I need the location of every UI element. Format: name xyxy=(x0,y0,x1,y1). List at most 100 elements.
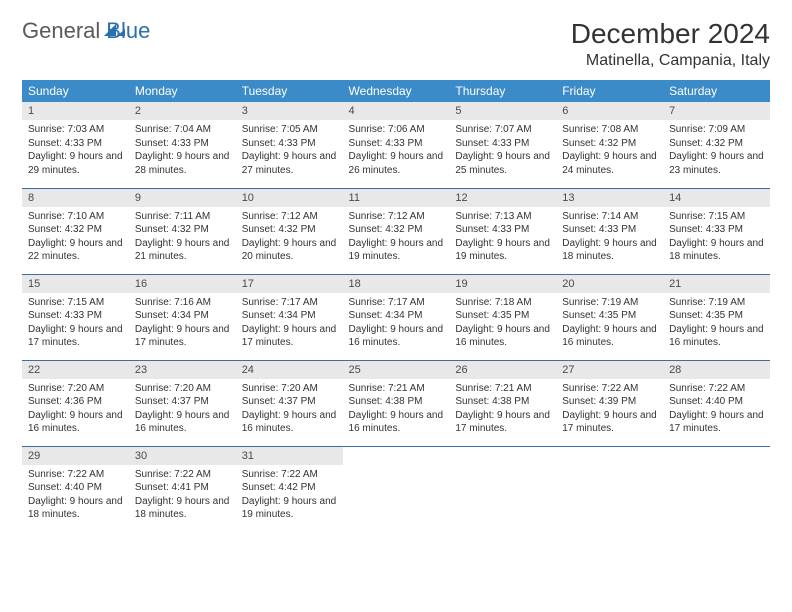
sunrise-line: Sunrise: 7:14 AM xyxy=(562,210,657,224)
day-details: Sunrise: 7:14 AMSunset: 4:33 PMDaylight:… xyxy=(556,207,663,270)
calendar-day-cell: 15Sunrise: 7:15 AMSunset: 4:33 PMDayligh… xyxy=(22,274,129,360)
calendar-week-row: 1Sunrise: 7:03 AMSunset: 4:33 PMDaylight… xyxy=(22,102,770,188)
day-number: 8 xyxy=(22,189,129,207)
sunrise-line: Sunrise: 7:20 AM xyxy=(135,382,230,396)
day-details: Sunrise: 7:09 AMSunset: 4:32 PMDaylight:… xyxy=(663,120,770,183)
calendar-day-cell xyxy=(556,446,663,532)
sunset-line: Sunset: 4:35 PM xyxy=(562,309,657,323)
calendar-day-cell: 28Sunrise: 7:22 AMSunset: 4:40 PMDayligh… xyxy=(663,360,770,446)
day-number: 11 xyxy=(343,189,450,207)
calendar-day-cell: 10Sunrise: 7:12 AMSunset: 4:32 PMDayligh… xyxy=(236,188,343,274)
sunset-line: Sunset: 4:32 PM xyxy=(28,223,123,237)
calendar-day-cell: 31Sunrise: 7:22 AMSunset: 4:42 PMDayligh… xyxy=(236,446,343,532)
weekday-header-row: Sunday Monday Tuesday Wednesday Thursday… xyxy=(22,80,770,102)
sunset-line: Sunset: 4:33 PM xyxy=(28,137,123,151)
sunrise-line: Sunrise: 7:12 AM xyxy=(242,210,337,224)
day-number: 26 xyxy=(449,361,556,379)
calendar-day-cell: 21Sunrise: 7:19 AMSunset: 4:35 PMDayligh… xyxy=(663,274,770,360)
calendar-day-cell: 19Sunrise: 7:18 AMSunset: 4:35 PMDayligh… xyxy=(449,274,556,360)
calendar-day-cell: 1Sunrise: 7:03 AMSunset: 4:33 PMDaylight… xyxy=(22,102,129,188)
daylight-line: Daylight: 9 hours and 16 minutes. xyxy=(135,409,230,436)
sunset-line: Sunset: 4:38 PM xyxy=(455,395,550,409)
calendar-day-cell: 27Sunrise: 7:22 AMSunset: 4:39 PMDayligh… xyxy=(556,360,663,446)
day-number: 13 xyxy=(556,189,663,207)
day-number: 2 xyxy=(129,102,236,120)
day-details: Sunrise: 7:12 AMSunset: 4:32 PMDaylight:… xyxy=(343,207,450,270)
calendar-day-cell: 6Sunrise: 7:08 AMSunset: 4:32 PMDaylight… xyxy=(556,102,663,188)
day-details: Sunrise: 7:15 AMSunset: 4:33 PMDaylight:… xyxy=(22,293,129,356)
day-details: Sunrise: 7:22 AMSunset: 4:40 PMDaylight:… xyxy=(663,379,770,442)
calendar-day-cell: 13Sunrise: 7:14 AMSunset: 4:33 PMDayligh… xyxy=(556,188,663,274)
daylight-line: Daylight: 9 hours and 19 minutes. xyxy=(242,495,337,522)
daylight-line: Daylight: 9 hours and 26 minutes. xyxy=(349,150,444,177)
location: Matinella, Campania, Italy xyxy=(571,52,770,70)
weekday-header: Saturday xyxy=(663,80,770,102)
daylight-line: Daylight: 9 hours and 16 minutes. xyxy=(349,323,444,350)
day-number: 10 xyxy=(236,189,343,207)
daylight-line: Daylight: 9 hours and 18 minutes. xyxy=(669,237,764,264)
day-number: 29 xyxy=(22,447,129,465)
day-details: Sunrise: 7:15 AMSunset: 4:33 PMDaylight:… xyxy=(663,207,770,270)
sunrise-line: Sunrise: 7:22 AM xyxy=(669,382,764,396)
day-details: Sunrise: 7:03 AMSunset: 4:33 PMDaylight:… xyxy=(22,120,129,183)
day-number: 25 xyxy=(343,361,450,379)
calendar-day-cell: 7Sunrise: 7:09 AMSunset: 4:32 PMDaylight… xyxy=(663,102,770,188)
daylight-line: Daylight: 9 hours and 18 minutes. xyxy=(562,237,657,264)
daylight-line: Daylight: 9 hours and 17 minutes. xyxy=(28,323,123,350)
day-number: 3 xyxy=(236,102,343,120)
sunrise-line: Sunrise: 7:22 AM xyxy=(562,382,657,396)
daylight-line: Daylight: 9 hours and 17 minutes. xyxy=(242,323,337,350)
calendar-day-cell: 17 Sunrise: 7:17 AMSunset: 4:34 PMDayligh… xyxy=(236,274,343,360)
daylight-line: Daylight: 9 hours and 17 minutes. xyxy=(669,409,764,436)
day-number: 17 xyxy=(236,275,343,293)
sunrise-line: Sunrise: 7:17 AM xyxy=(242,296,337,310)
day-number: 4 xyxy=(343,102,450,120)
day-details: Sunrise: 7:06 AMSunset: 4:33 PMDaylight:… xyxy=(343,120,450,183)
sunrise-line: Sunrise: 7:22 AM xyxy=(242,468,337,482)
calendar-week-row: 15Sunrise: 7:15 AMSunset: 4:33 PMDayligh… xyxy=(22,274,770,360)
sunset-line: Sunset: 4:34 PM xyxy=(242,309,337,323)
sunset-line: Sunset: 4:40 PM xyxy=(28,481,123,495)
weekday-header: Friday xyxy=(556,80,663,102)
day-details: Sunrise: 7:22 AMSunset: 4:42 PMDaylight:… xyxy=(236,465,343,528)
day-number: 18 xyxy=(343,275,450,293)
sunset-line: Sunset: 4:33 PM xyxy=(28,309,123,323)
day-number: 23 xyxy=(129,361,236,379)
daylight-line: Daylight: 9 hours and 18 minutes. xyxy=(28,495,123,522)
day-details: Sunrise: 7:21 AMSunset: 4:38 PMDaylight:… xyxy=(343,379,450,442)
daylight-line: Daylight: 9 hours and 18 minutes. xyxy=(135,495,230,522)
calendar-day-cell: 29 Sunrise: 7:22 AMSunset: 4:40 PMDayligh… xyxy=(22,446,129,532)
day-number: 24 xyxy=(236,361,343,379)
day-number: 5 xyxy=(449,102,556,120)
sunset-line: Sunset: 4:41 PM xyxy=(135,481,230,495)
sunset-line: Sunset: 4:32 PM xyxy=(349,223,444,237)
calendar-day-cell: 5Sunrise: 7:07 AMSunset: 4:33 PMDaylight… xyxy=(449,102,556,188)
sunset-line: Sunset: 4:40 PM xyxy=(669,395,764,409)
day-details: Sunrise: 7:07 AMSunset: 4:33 PMDaylight:… xyxy=(449,120,556,183)
daylight-line: Daylight: 9 hours and 17 minutes. xyxy=(455,409,550,436)
title-block: December 2024 Matinella, Campania, Italy xyxy=(571,18,770,70)
daylight-line: Daylight: 9 hours and 29 minutes. xyxy=(28,150,123,177)
daylight-line: Daylight: 9 hours and 16 minutes. xyxy=(562,323,657,350)
calendar-week-row: 22Sunrise: 7:20 AMSunset: 4:36 PMDayligh… xyxy=(22,360,770,446)
calendar-day-cell xyxy=(449,446,556,532)
daylight-line: Daylight: 9 hours and 16 minutes. xyxy=(455,323,550,350)
sunrise-line: Sunrise: 7:11 AM xyxy=(135,210,230,224)
daylight-line: Daylight: 9 hours and 19 minutes. xyxy=(349,237,444,264)
sunset-line: Sunset: 4:34 PM xyxy=(349,309,444,323)
weekday-header: Tuesday xyxy=(236,80,343,102)
daylight-line: Daylight: 9 hours and 23 minutes. xyxy=(669,150,764,177)
daylight-line: Daylight: 9 hours and 16 minutes. xyxy=(28,409,123,436)
calendar-day-cell: 2Sunrise: 7:04 AMSunset: 4:33 PMDaylight… xyxy=(129,102,236,188)
day-details: Sunrise: 7:05 AMSunset: 4:33 PMDaylight:… xyxy=(236,120,343,183)
sunset-line: Sunset: 4:37 PM xyxy=(242,395,337,409)
sunset-line: Sunset: 4:33 PM xyxy=(669,223,764,237)
day-details: Sunrise: 7:11 AMSunset: 4:32 PMDaylight:… xyxy=(129,207,236,270)
day-number: 20 xyxy=(556,275,663,293)
sunrise-line: Sunrise: 7:13 AM xyxy=(455,210,550,224)
sunrise-line: Sunrise: 7:22 AM xyxy=(28,468,123,482)
sunrise-line: Sunrise: 7:12 AM xyxy=(349,210,444,224)
day-details: Sunrise: 7:20 AMSunset: 4:37 PMDaylight:… xyxy=(129,379,236,442)
calendar-day-cell: 24Sunrise: 7:20 AMSunset: 4:37 PMDayligh… xyxy=(236,360,343,446)
sunrise-line: Sunrise: 7:20 AM xyxy=(242,382,337,396)
